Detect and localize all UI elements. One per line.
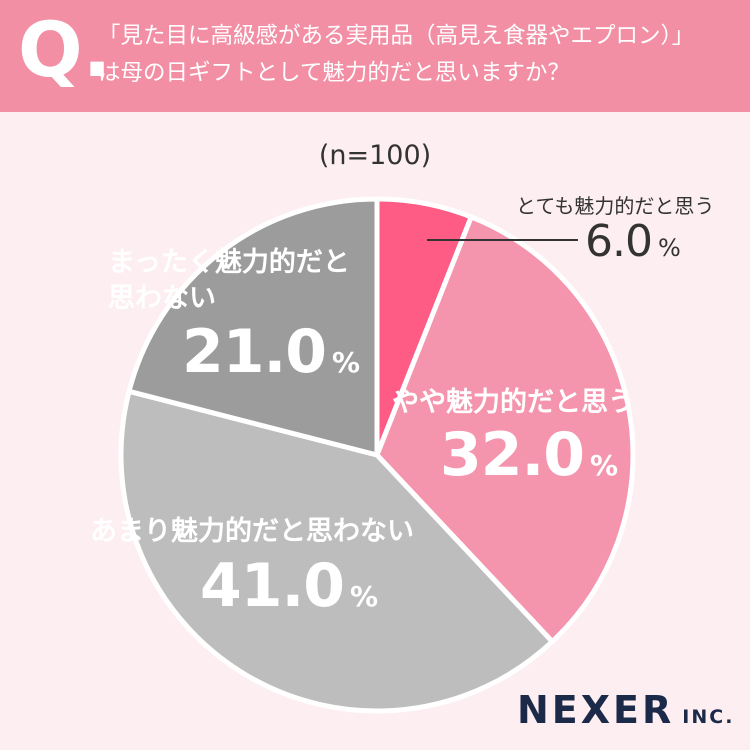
pie-slice-somewhat: [374, 214, 636, 645]
logo-name: NEXER: [517, 688, 675, 732]
percent-somewhat: %: [590, 449, 619, 482]
slice-value-somewhat: 32.0%: [440, 425, 618, 485]
slice-label-not-at-all: まったく魅力的だと 思わない: [108, 245, 350, 317]
value-very: 6.0: [585, 216, 653, 267]
slice-label-not-much: あまり魅力的だと思わない: [90, 516, 414, 547]
pie-slice-not-much: [118, 388, 555, 714]
question-text: 「見た目に高級感がある実用品（高見え食器やエプロン）」 は母の日ギフトとして魅力…: [98, 18, 738, 92]
nexer-logo: NEXER INC.: [517, 688, 734, 732]
q-mark: Q.: [18, 5, 112, 94]
percent-very: %: [657, 234, 681, 262]
percent-not-at-all: %: [332, 346, 361, 379]
sample-size-label: (n=100): [318, 140, 432, 171]
pie-slice-not-at-all: [126, 196, 380, 458]
value-somewhat: 32.0: [440, 420, 585, 490]
pie-slices: [118, 196, 636, 714]
slice-label-not-at-all-line-2: 思わない: [108, 283, 216, 314]
slice-label-very: とても魅力的だと思う: [516, 194, 715, 218]
question-header: Q. 「見た目に高級感がある実用品（高見え食器やエプロン）」 は母の日ギフトとし…: [0, 0, 750, 112]
slice-label-not-at-all-line-1: まったく魅力的だと: [108, 247, 350, 278]
slice-value-not-at-all: 21.0%: [182, 322, 360, 382]
slice-value-not-much: 41.0%: [200, 556, 378, 616]
logo-suffix: INC.: [682, 706, 735, 728]
question-line-1: 「見た目に高級感がある実用品（高見え食器やエプロン）」: [98, 23, 695, 49]
slice-value-very: 6.0%: [585, 220, 681, 264]
percent-not-much: %: [350, 580, 379, 613]
value-not-at-all: 21.0: [182, 317, 327, 387]
value-not-much: 41.0: [200, 551, 345, 621]
slice-label-somewhat: やや魅力的だと思う: [392, 387, 635, 418]
question-line-2: は母の日ギフトとして魅力的だと思いますか？: [98, 60, 570, 86]
